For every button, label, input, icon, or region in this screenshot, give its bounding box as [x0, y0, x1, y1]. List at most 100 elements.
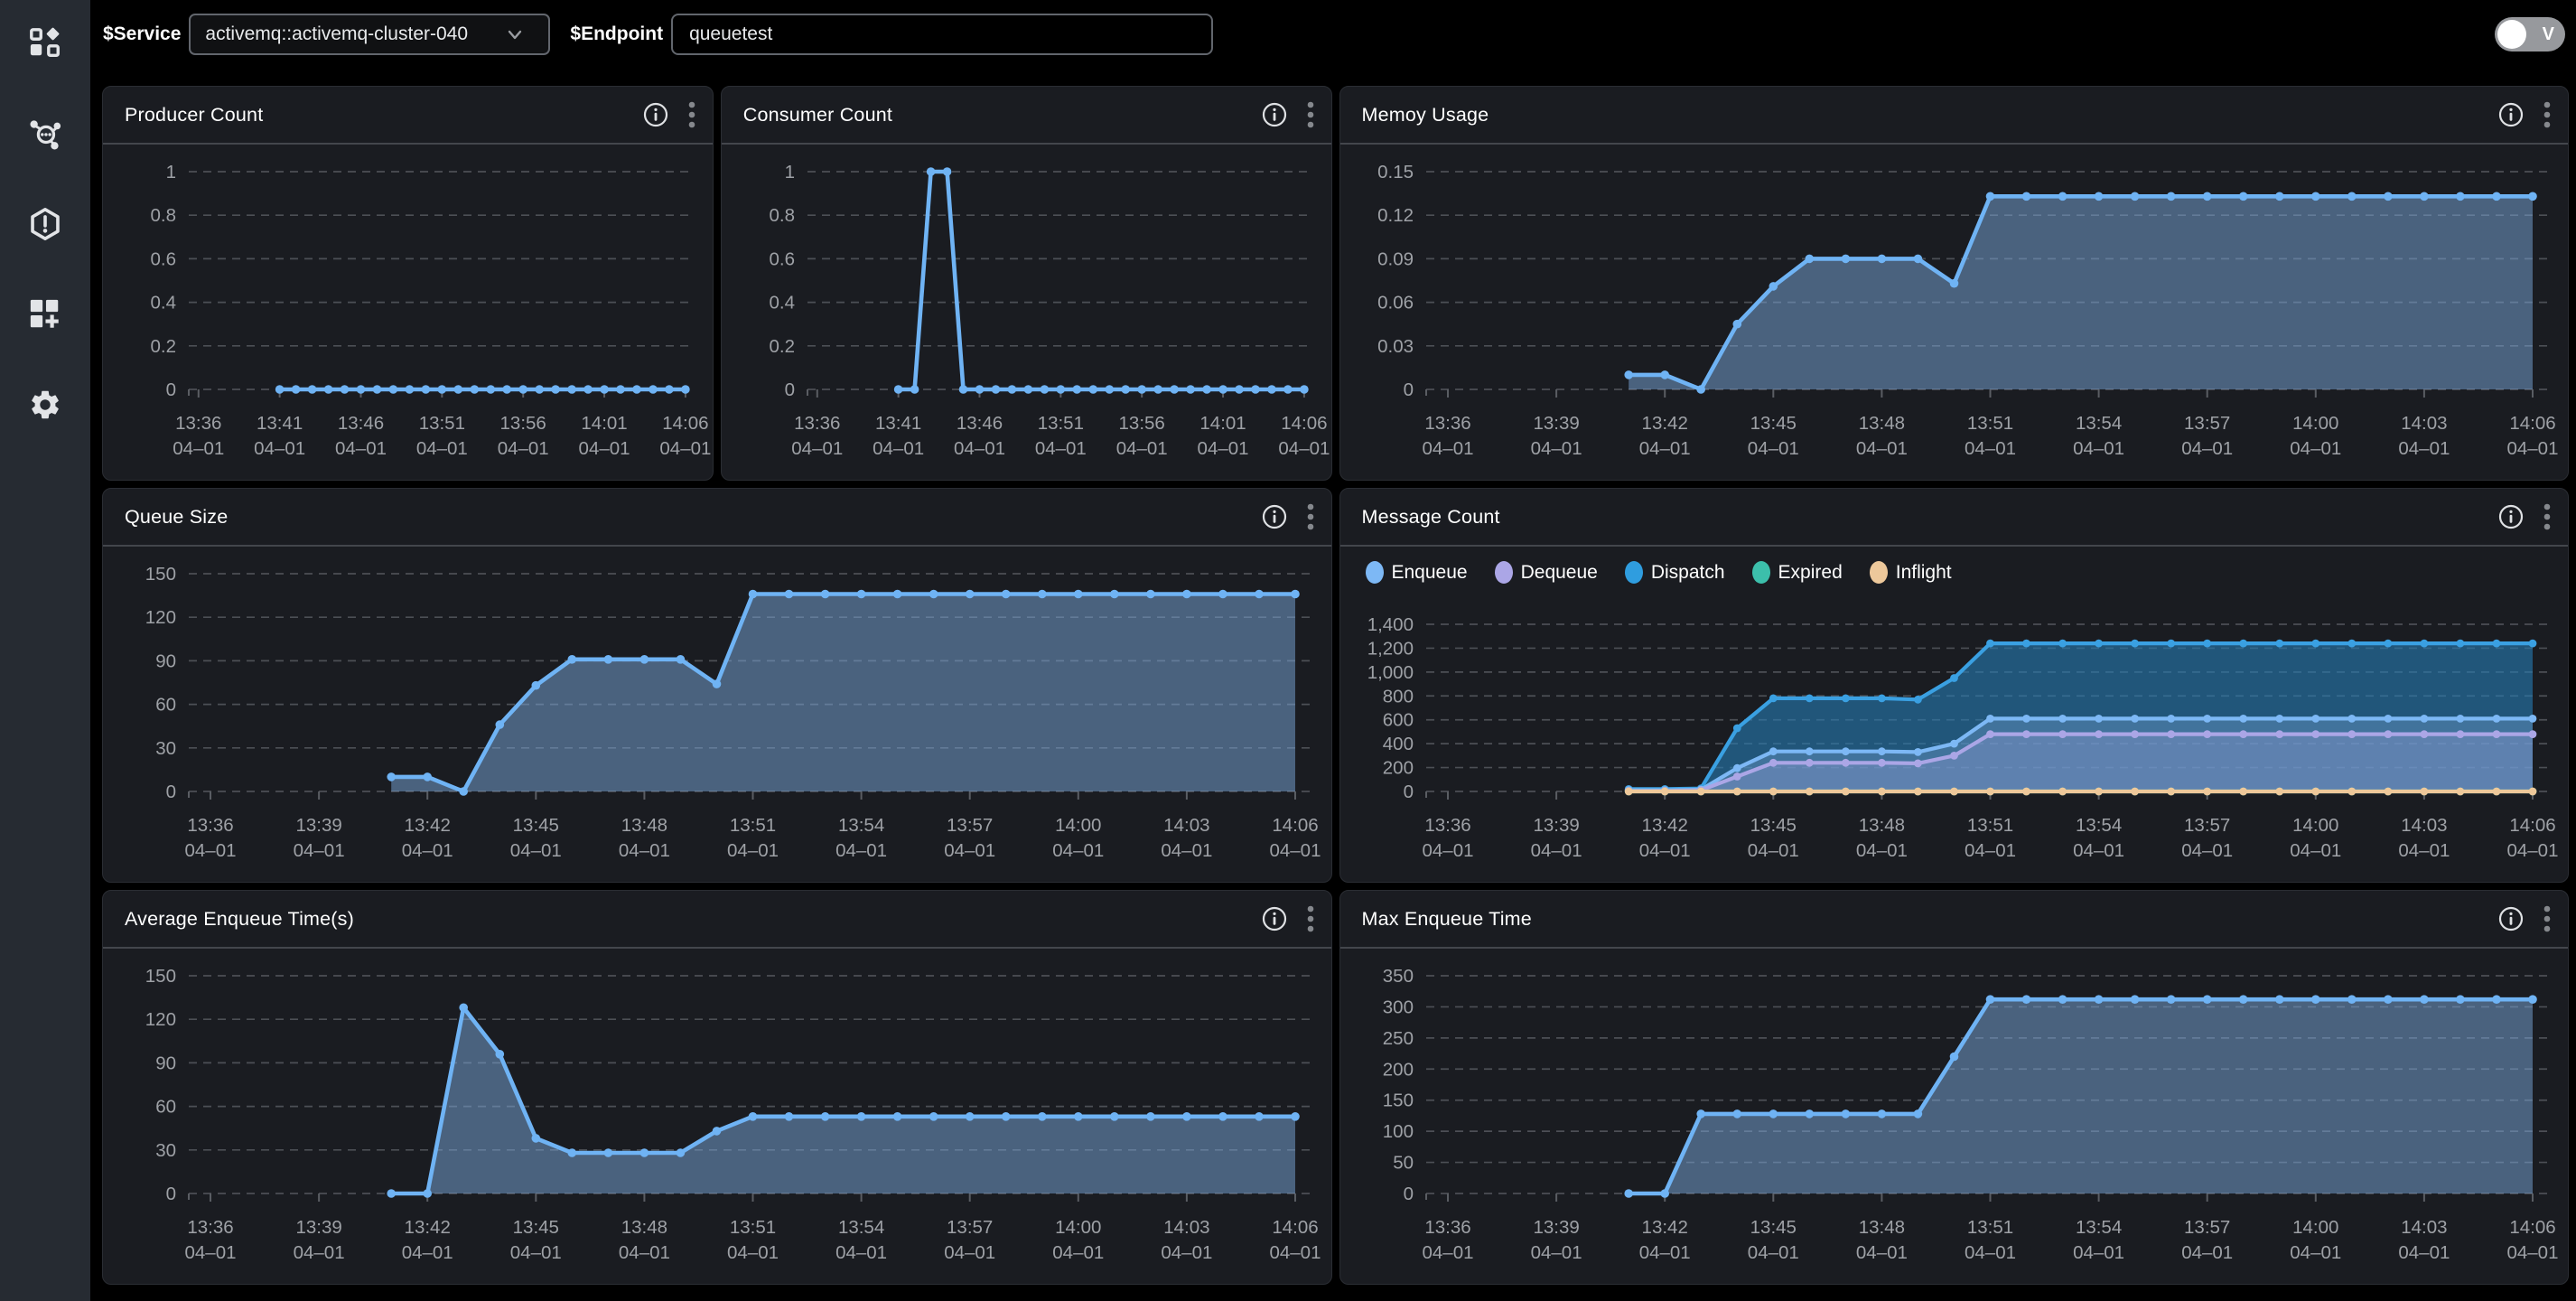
svg-text:04–01: 04–01 [402, 1242, 453, 1263]
svg-text:0: 0 [1403, 782, 1413, 802]
avg-enqueue-time-chart-area[interactable]: 0 30 60 90 120 150 13:36 04–01 13:39 04–01 13:42 04… [103, 949, 1331, 1284]
svg-text:13:48: 13:48 [621, 1217, 667, 1238]
svg-text:04–01: 04–01 [2181, 840, 2233, 861]
svg-text:04–01: 04–01 [954, 438, 1005, 459]
panel-title: Queue Size [125, 505, 229, 528]
svg-text:14:00: 14:00 [1055, 1217, 1101, 1238]
svg-text:04–01: 04–01 [944, 840, 995, 861]
sidebar-item-add-panel[interactable] [25, 295, 65, 334]
svg-text:04–01: 04–01 [1197, 438, 1248, 459]
svg-text:120: 120 [145, 607, 176, 628]
sidebar-item-settings-gear[interactable] [25, 385, 65, 425]
memory-usage-chart-area[interactable]: 0 0.03 0.06 0.09 0.12 0.15 13:36 04–01 13:39 04–0… [1340, 145, 2569, 480]
svg-text:13:42: 13:42 [1641, 413, 1687, 434]
svg-text:120: 120 [145, 1009, 176, 1030]
info-circle-icon[interactable] [2497, 905, 2525, 932]
svg-text:13:48: 13:48 [1858, 815, 1904, 836]
info-circle-icon[interactable] [642, 101, 669, 128]
endpoint-input[interactable] [671, 14, 1214, 55]
kebab-menu-icon[interactable] [2543, 904, 2552, 933]
kebab-menu-icon[interactable] [1306, 100, 1315, 129]
panel-header: Max Enqueue Time [1339, 891, 2568, 949]
sidebar-item-topology[interactable] [25, 114, 65, 154]
kebab-menu-icon[interactable] [1306, 904, 1315, 933]
memory-usage-chart[interactable]: 0 0.03 0.06 0.09 0.12 0.15 13:36 04–01 13:39 04–0… [1340, 145, 2569, 480]
info-circle-icon[interactable] [1261, 101, 1288, 128]
sidebar-item-alert-hexagon[interactable] [25, 204, 65, 244]
legend-item-dispatch[interactable]: Dispatch [1624, 561, 1725, 584]
svg-text:04–01: 04–01 [2506, 1242, 2558, 1263]
svg-text:0: 0 [784, 379, 794, 400]
svg-text:13:36: 13:36 [187, 815, 233, 836]
svg-text:13:36: 13:36 [175, 413, 221, 434]
svg-text:04–01: 04–01 [2506, 840, 2558, 861]
service-select[interactable]: activemq::activemq-cluster-040 [189, 14, 551, 55]
info-circle-icon[interactable] [1261, 905, 1288, 932]
kebab-menu-icon[interactable] [2543, 100, 2552, 129]
svg-text:13:39: 13:39 [1533, 1217, 1579, 1238]
svg-text:04–01: 04–01 [2398, 438, 2450, 459]
svg-text:13:54: 13:54 [2075, 1217, 2121, 1238]
consumer-count-chart-area[interactable]: 0 0.2 0.4 0.6 0.8 1 13:36 04–01 13:41 04–01 13:46 0… [722, 145, 1331, 480]
apps-icon [28, 26, 62, 61]
svg-text:04–01: 04–01 [1422, 438, 1473, 459]
svg-text:13:42: 13:42 [1641, 1217, 1687, 1238]
svg-text:04–01: 04–01 [1035, 438, 1087, 459]
max-enqueue-time-chart[interactable]: 0 50 100 150 200 250 300 350 13:36 04–01 13:39 04–0… [1340, 949, 2569, 1284]
chart-legend: Enqueue Dequeue Dispatch Expired Inflight [1365, 561, 1952, 584]
svg-text:04–01: 04–01 [1855, 1242, 1907, 1263]
info-circle-icon[interactable] [2497, 101, 2525, 128]
svg-text:0: 0 [166, 1184, 176, 1204]
svg-text:13:39: 13:39 [1533, 413, 1579, 434]
svg-text:13:51: 13:51 [730, 1217, 776, 1238]
avg-enqueue-time-chart[interactable]: 0 30 60 90 120 150 13:36 04–01 13:39 04–01 13:42 04… [103, 949, 1331, 1284]
panel-message-count: Message Count Enqueue Dequeue Dispatch Expi… [1339, 488, 2569, 883]
svg-text:13:57: 13:57 [2184, 1217, 2230, 1238]
svg-text:13:57: 13:57 [947, 1217, 993, 1238]
svg-text:04–01: 04–01 [1052, 1242, 1104, 1263]
info-circle-icon[interactable] [2497, 503, 2525, 530]
panel-title: Consumer Count [742, 103, 893, 126]
svg-text:04–01: 04–01 [835, 840, 887, 861]
legend-item-inflight[interactable]: Inflight [1869, 561, 1952, 584]
producer-count-chart-area[interactable]: 0 0.2 0.4 0.6 0.8 1 13:36 04–01 13:41 04–01 13:46 0… [103, 145, 713, 480]
svg-text:13:54: 13:54 [838, 815, 884, 836]
legend-item-expired[interactable]: Expired [1751, 561, 1843, 584]
svg-text:13:56: 13:56 [500, 413, 546, 434]
svg-text:14:01: 14:01 [581, 413, 627, 434]
kebab-menu-icon[interactable] [687, 100, 696, 129]
message-count-chart-area[interactable]: Enqueue Dequeue Dispatch Expired Inflight 0 20… [1340, 547, 2569, 882]
sidebar-item-apps[interactable] [25, 23, 65, 63]
kebab-menu-icon[interactable] [1306, 502, 1315, 531]
queue-size-chart-area[interactable]: 0 30 60 90 120 150 13:36 04–01 13:39 04–01 13:42 04… [103, 547, 1331, 882]
svg-text:13:57: 13:57 [947, 815, 993, 836]
producer-count-chart[interactable]: 0 0.2 0.4 0.6 0.8 1 13:36 04–01 13:41 04–01 13:46 0… [103, 145, 713, 480]
consumer-count-chart[interactable]: 0 0.2 0.4 0.6 0.8 1 13:36 04–01 13:41 04–01 13:46 0… [722, 145, 1331, 480]
panel-title: Producer Count [125, 103, 264, 126]
panel-title: Message Count [1361, 505, 1500, 528]
svg-text:0.09: 0.09 [1377, 248, 1414, 269]
svg-text:14:00: 14:00 [1055, 815, 1101, 836]
svg-text:13:36: 13:36 [1424, 413, 1470, 434]
kebab-menu-icon[interactable] [2543, 502, 2552, 531]
legend-item-dequeue[interactable]: Dequeue [1494, 561, 1598, 584]
legend-item-enqueue[interactable]: Enqueue [1365, 561, 1468, 584]
variables-toggle[interactable]: V [2495, 17, 2565, 51]
panel-producer-count: Producer Count 0 0.2 0.4 0.6 0.8 1 13:36 04–01 1… [102, 86, 714, 481]
svg-text:14:00: 14:00 [2292, 413, 2338, 434]
queue-size-chart[interactable]: 0 30 60 90 120 150 13:36 04–01 13:39 04–01 13:42 04… [103, 547, 1331, 882]
svg-text:1: 1 [166, 162, 176, 183]
svg-text:04–01: 04–01 [2181, 1242, 2233, 1263]
svg-text:13:39: 13:39 [295, 815, 341, 836]
svg-text:13:57: 13:57 [2184, 815, 2230, 836]
svg-text:04–01: 04–01 [791, 438, 843, 459]
max-enqueue-time-chart-area[interactable]: 0 50 100 150 200 250 300 350 13:36 04–01 13:39 04–0… [1340, 949, 2569, 1284]
info-circle-icon[interactable] [1261, 503, 1288, 530]
svg-text:13:54: 13:54 [838, 1217, 884, 1238]
message-count-chart[interactable]: 0 200 400 600 800 1,000 1,200 1,400 13:36 04–01 13… [1340, 547, 2569, 882]
svg-text:0.12: 0.12 [1377, 205, 1414, 226]
svg-text:14:06: 14:06 [1272, 1217, 1318, 1238]
service-label: $Service [103, 23, 182, 44]
toggle-knob [2497, 20, 2526, 49]
svg-text:400: 400 [1382, 734, 1413, 754]
